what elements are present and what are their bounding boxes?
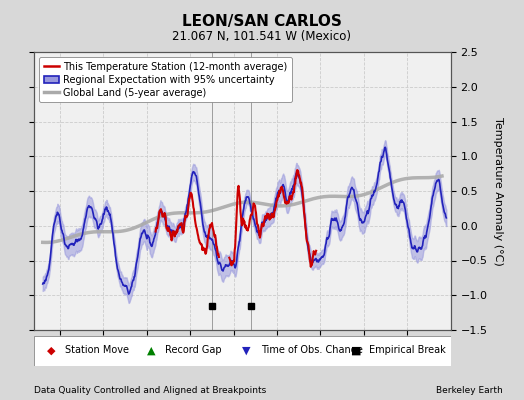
Text: LEON/SAN CARLOS: LEON/SAN CARLOS [182,14,342,29]
Text: Empirical Break: Empirical Break [369,345,446,355]
Y-axis label: Temperature Anomaly (°C): Temperature Anomaly (°C) [493,117,503,265]
Text: Time of Obs. Change: Time of Obs. Change [261,345,363,355]
Legend: This Temperature Station (12-month average), Regional Expectation with 95% uncer: This Temperature Station (12-month avera… [39,57,292,102]
Text: ▼: ▼ [242,345,251,355]
Text: Data Quality Controlled and Aligned at Breakpoints: Data Quality Controlled and Aligned at B… [34,386,266,395]
Text: 21.067 N, 101.541 W (Mexico): 21.067 N, 101.541 W (Mexico) [172,30,352,43]
Text: Berkeley Earth: Berkeley Earth [436,386,503,395]
Text: Record Gap: Record Gap [165,345,222,355]
Text: ▲: ▲ [147,345,155,355]
FancyBboxPatch shape [34,336,451,366]
Text: Station Move: Station Move [66,345,129,355]
Text: ■: ■ [351,345,361,355]
Text: ◆: ◆ [47,345,55,355]
